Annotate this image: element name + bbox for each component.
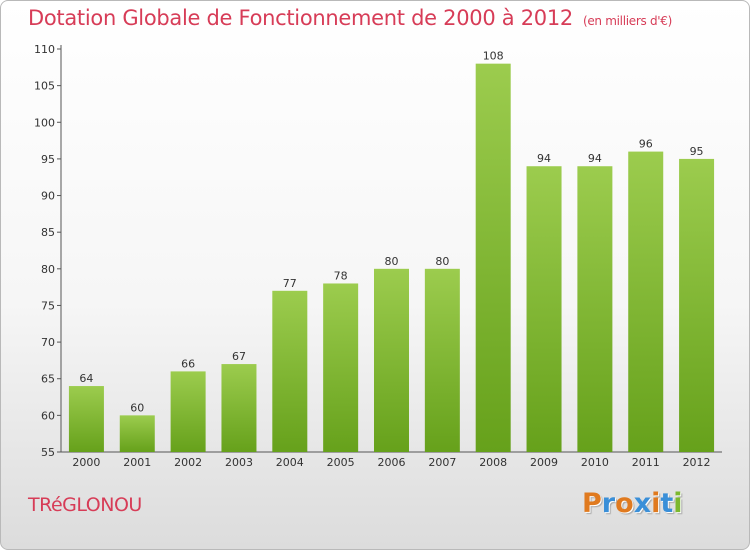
y-tick-label: 75: [41, 299, 55, 312]
x-tick-label-2005: 2005: [327, 456, 355, 469]
value-label-2006: 80: [385, 255, 399, 268]
value-label-2004: 77: [283, 277, 297, 290]
logo-letter: P: [582, 488, 602, 519]
x-tick-label-2004: 2004: [276, 456, 304, 469]
bar-2006[interactable]: [374, 268, 409, 452]
y-tick-label: 100: [34, 116, 55, 129]
title-text: Dotation Globale de Fonctionnement de 20…: [28, 6, 573, 30]
y-tick-label: 110: [34, 43, 55, 56]
chart-title: Dotation Globale de Fonctionnement de 20…: [28, 6, 672, 30]
bar-2003[interactable]: [221, 364, 257, 452]
value-label-2011: 96: [639, 138, 653, 151]
bar-2002[interactable]: [170, 371, 206, 452]
commune-name: TRéGLONOU: [28, 494, 142, 516]
bar-2008[interactable]: [475, 63, 511, 453]
bars: [68, 63, 715, 453]
value-label-2002: 66: [181, 357, 195, 370]
y-tick-label: 80: [41, 263, 55, 276]
logo-letter: x: [633, 488, 652, 519]
value-label-2008: 108: [483, 50, 504, 63]
x-tick-label-2001: 2001: [123, 456, 151, 469]
logo-letter: i: [673, 488, 683, 519]
bar-2009[interactable]: [526, 166, 562, 452]
bar-2004[interactable]: [272, 290, 308, 452]
value-label-2001: 60: [130, 401, 144, 414]
bar-2001[interactable]: [119, 415, 155, 452]
proxiti-logo[interactable]: Proxiti: [582, 488, 683, 519]
y-tick-label: 70: [41, 336, 55, 349]
x-tick-label-2008: 2008: [479, 456, 507, 469]
value-label-2012: 95: [690, 145, 704, 158]
x-tick-label-2012: 2012: [683, 456, 711, 469]
x-tick-label-2009: 2009: [530, 456, 558, 469]
value-label-2007: 80: [435, 255, 449, 268]
y-tick-label: 65: [41, 373, 55, 386]
bar-2007[interactable]: [424, 268, 460, 452]
x-tick-label-2003: 2003: [225, 456, 253, 469]
unit-label: (en milliers d'€): [582, 14, 672, 28]
y-tick-label: 105: [34, 80, 55, 93]
value-label-2009: 94: [537, 152, 551, 165]
x-tick-label-2010: 2010: [581, 456, 609, 469]
bar-2010[interactable]: [577, 166, 613, 452]
bar-2012[interactable]: [679, 158, 715, 452]
bar-2000[interactable]: [68, 386, 104, 452]
bar-2005[interactable]: [323, 283, 359, 452]
value-labels: 64 60 66 67 77 78 80 80 108 94 94 96 95: [79, 50, 703, 415]
y-tick-label: 85: [41, 226, 55, 239]
logo-letter: r: [601, 488, 616, 519]
value-label-2005: 78: [334, 269, 348, 282]
x-tick-label-2002: 2002: [174, 456, 202, 469]
y-tick-label: 55: [41, 446, 55, 459]
y-tick-label: 95: [41, 153, 55, 166]
x-tick-label-2011: 2011: [632, 456, 660, 469]
value-label-2000: 64: [79, 372, 93, 385]
logo-letter: i: [651, 488, 661, 519]
value-label-2003: 67: [232, 350, 246, 363]
value-label-2010: 94: [588, 152, 602, 165]
bar-2011[interactable]: [628, 151, 664, 452]
y-tick-label: 60: [41, 409, 55, 422]
logo-letter: t: [660, 488, 674, 519]
x-tick-label-2007: 2007: [428, 456, 456, 469]
x-tick-label-2006: 2006: [378, 456, 406, 469]
logo-letter: o: [615, 488, 634, 519]
y-tick-label: 90: [41, 190, 55, 203]
x-tick-label-2000: 2000: [72, 456, 100, 469]
